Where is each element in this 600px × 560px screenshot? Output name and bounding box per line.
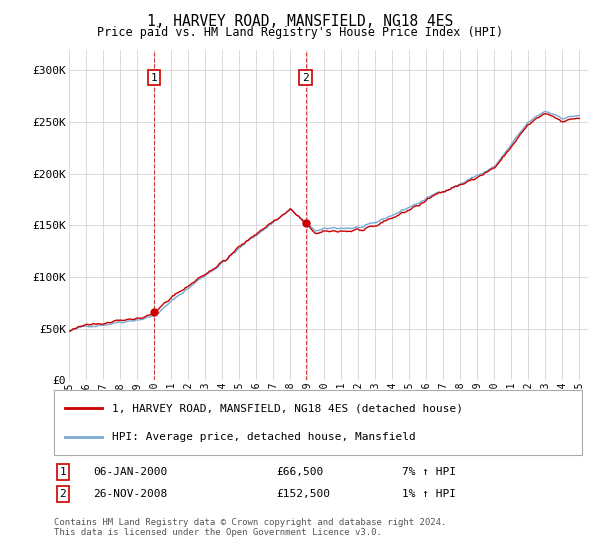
- Text: 1: 1: [59, 467, 67, 477]
- Text: 7% ↑ HPI: 7% ↑ HPI: [402, 467, 456, 477]
- Text: HPI: Average price, detached house, Mansfield: HPI: Average price, detached house, Mans…: [112, 432, 416, 442]
- Text: 2: 2: [302, 73, 309, 83]
- Text: 2: 2: [59, 489, 67, 499]
- Text: Price paid vs. HM Land Registry's House Price Index (HPI): Price paid vs. HM Land Registry's House …: [97, 26, 503, 39]
- Text: 1: 1: [151, 73, 157, 83]
- Text: 1, HARVEY ROAD, MANSFIELD, NG18 4ES (detached house): 1, HARVEY ROAD, MANSFIELD, NG18 4ES (det…: [112, 403, 463, 413]
- Text: 26-NOV-2008: 26-NOV-2008: [93, 489, 167, 499]
- Text: 1% ↑ HPI: 1% ↑ HPI: [402, 489, 456, 499]
- FancyBboxPatch shape: [54, 390, 582, 455]
- Text: £66,500: £66,500: [276, 467, 323, 477]
- Text: 06-JAN-2000: 06-JAN-2000: [93, 467, 167, 477]
- Text: £152,500: £152,500: [276, 489, 330, 499]
- Text: 1, HARVEY ROAD, MANSFIELD, NG18 4ES: 1, HARVEY ROAD, MANSFIELD, NG18 4ES: [147, 14, 453, 29]
- Text: Contains HM Land Registry data © Crown copyright and database right 2024.
This d: Contains HM Land Registry data © Crown c…: [54, 518, 446, 538]
